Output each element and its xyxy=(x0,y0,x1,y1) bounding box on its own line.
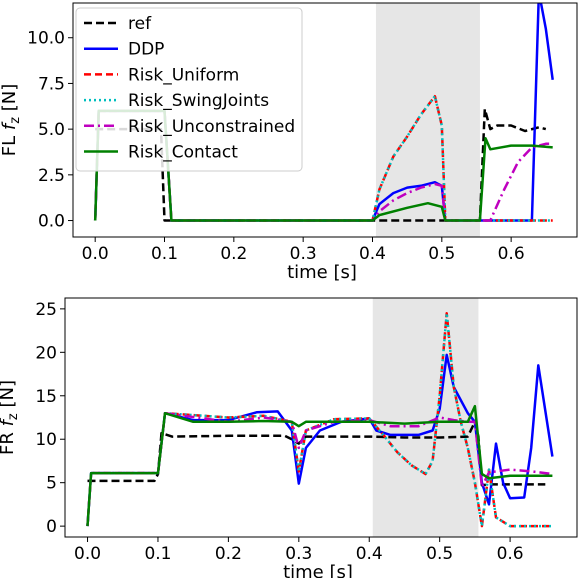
legend-label: Risk_Contact xyxy=(128,143,238,163)
x-tick-label: 0.4 xyxy=(356,544,383,564)
legend-label: Risk_Unconstrained xyxy=(128,117,295,137)
y-tick-label: 10.0 xyxy=(27,29,65,49)
y-axis-label: FL fz [N] xyxy=(0,84,23,157)
y-tick-label: 20 xyxy=(35,343,57,363)
x-tick-label: 0.3 xyxy=(285,544,312,564)
x-tick-label: 0.6 xyxy=(498,244,525,264)
legend-label: ref xyxy=(128,14,152,34)
x-tick-label: 0.2 xyxy=(215,544,242,564)
y-tick-label: 15 xyxy=(35,387,57,407)
series-line-risk-uniform xyxy=(93,94,553,222)
x-tick-label: 0.4 xyxy=(359,244,386,264)
y-tick-label: 7.5 xyxy=(38,74,65,94)
legend-label: Risk_Uniform xyxy=(128,65,239,85)
x-tick-label: 0.2 xyxy=(220,244,247,264)
series-lines xyxy=(86,311,554,528)
y-axis-label: FR fz [N] xyxy=(0,380,21,455)
x-tick-label: 0.6 xyxy=(497,544,524,564)
y-tick-label: 5.0 xyxy=(38,120,65,140)
x-tick-label: 0.0 xyxy=(82,244,109,264)
y-tick-label: 0 xyxy=(46,517,57,537)
shaded-region xyxy=(372,298,479,537)
series-line-risk-uniform xyxy=(86,311,553,528)
x-axis-label: time [s] xyxy=(283,562,353,578)
y-tick-label: 25 xyxy=(35,300,57,320)
y-tick-label: 2.5 xyxy=(38,166,65,186)
x-axis-label: time [s] xyxy=(287,262,357,283)
axes-frame xyxy=(64,297,578,538)
series-line-ddp xyxy=(86,353,554,527)
axes-frame xyxy=(72,2,578,238)
legend-box xyxy=(75,7,303,172)
x-tick-label: 0.0 xyxy=(74,544,101,564)
series-line-risk-swingjoints xyxy=(86,311,553,528)
shaded-region xyxy=(375,3,480,237)
legend-label: Risk_SwingJoints xyxy=(128,91,269,111)
x-tick-label: 0.3 xyxy=(290,244,317,264)
y-tick-label: 5 xyxy=(46,474,57,494)
x-tick-label: 0.1 xyxy=(144,544,171,564)
y-tick-label: 0.0 xyxy=(38,212,65,232)
fl-force-panel: 0.0 0.1 0.2 0.3 0.4 0.5 0.6 0.0 2.5 5.0 7.5 10.0 tim… xyxy=(0,2,578,283)
series-line-risk-contact xyxy=(86,404,553,527)
y-tick-label: 10 xyxy=(35,430,57,450)
x-tick-label: 0.5 xyxy=(426,544,453,564)
x-tick-label: 0.1 xyxy=(151,244,178,264)
x-tick-label: 0.5 xyxy=(428,244,455,264)
fr-force-panel: 0.0 0.1 0.2 0.3 0.4 0.5 0.6 0 5 10 15 20 25 time [s] F… xyxy=(0,297,578,578)
legend-label: DDP xyxy=(128,40,164,60)
